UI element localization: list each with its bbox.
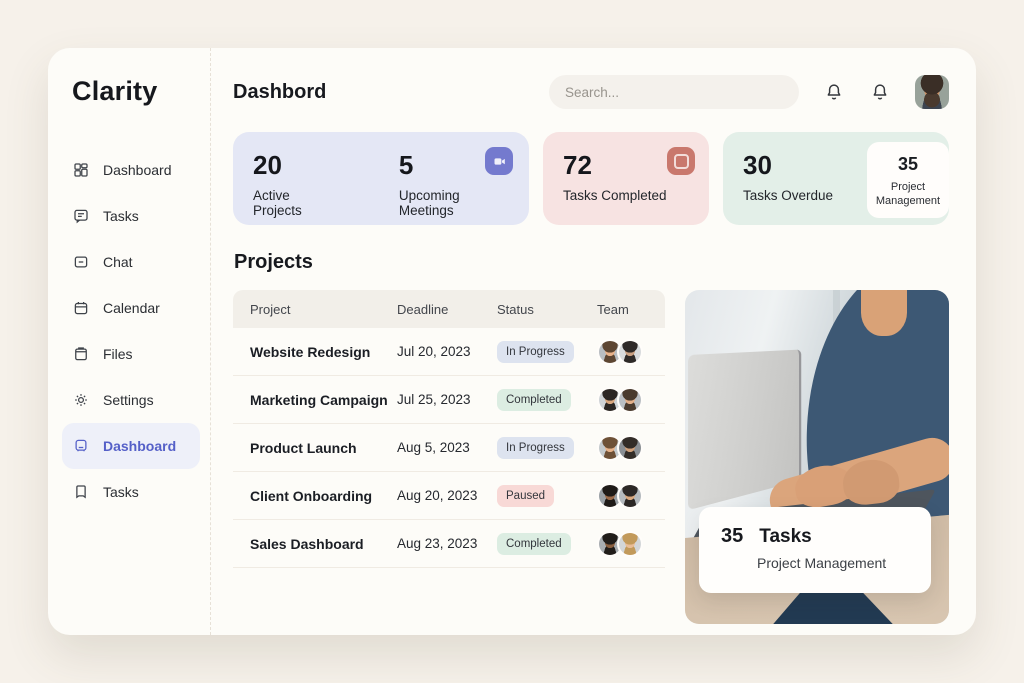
stat-card-projects-meetings: 20 Active Projects 5 Upcoming Meetings: [233, 132, 529, 225]
team-avatar: [617, 482, 643, 509]
sidebar-item-label: Settings: [103, 392, 154, 408]
column-header-project: Project: [250, 301, 291, 317]
sidebar-item-label: Calendar: [103, 300, 160, 316]
app-window: Clarity Dashboard Tasks Chat: [48, 48, 976, 635]
sidebar-nav: Dashboard Tasks Chat Calendar: [62, 147, 200, 515]
notification-bell-icon[interactable]: [823, 81, 845, 103]
workspace-photo: 35 Tasks Project Management: [685, 290, 949, 624]
sidebar: Clarity Dashboard Tasks Chat: [48, 48, 211, 635]
tasks-title: Tasks: [759, 526, 812, 547]
status-badge: In Progress: [497, 436, 574, 459]
page-title: Dashbord: [233, 80, 327, 103]
table-row[interactable]: Website Redesign Jul 20, 2023 In Progres…: [233, 328, 665, 376]
clipboard-icon: [75, 347, 87, 361]
project-name: Sales Dashboard: [250, 535, 364, 552]
stat-value: 30: [743, 150, 772, 180]
app-logo: Clarity: [72, 76, 158, 106]
sidebar-item-dashboard[interactable]: Dashboard: [62, 147, 200, 193]
tasks-overlay-card: 35 Tasks Project Management: [699, 507, 931, 593]
project-deadline: Aug 5, 2023: [397, 440, 470, 455]
laptop-icon: [75, 439, 87, 452]
stat-card-tasks-overdue: 30 Tasks Overdue 35 Project Management: [723, 132, 949, 225]
column-header-team: Team: [597, 301, 629, 317]
status-badge: Completed: [497, 532, 571, 555]
team-avatar: [597, 434, 623, 461]
team-avatar: [617, 434, 643, 461]
sidebar-item-label: Dashboard: [103, 438, 177, 454]
project-deadline: Aug 23, 2023: [397, 536, 478, 551]
sidebar-item-label: Tasks: [103, 484, 139, 500]
tasks-count: 35: [721, 525, 744, 547]
sidebar-item-label: Chat: [103, 254, 133, 270]
stop-square-icon: [667, 147, 695, 175]
subcard-label: Project Management: [875, 181, 941, 208]
project-name: Website Redesign: [250, 343, 371, 360]
team-avatar: [617, 386, 643, 413]
stat-card-tasks-completed: 72 Tasks Completed: [543, 132, 709, 225]
person-neck-shape: [861, 290, 907, 336]
sidebar-item-label: Tasks: [103, 208, 139, 224]
sidebar-item-calendar[interactable]: Calendar: [62, 285, 200, 331]
status-badge: Completed: [497, 388, 571, 411]
project-deadline: Jul 20, 2023: [397, 344, 471, 359]
column-header-deadline: Deadline: [397, 301, 449, 317]
team-avatar: [617, 530, 643, 557]
projects-heading: Projects: [234, 251, 313, 273]
table-row[interactable]: Sales Dashboard Aug 23, 2023 Completed: [233, 520, 665, 568]
status-badge: Paused: [497, 484, 555, 507]
stat-value: 72: [563, 150, 592, 180]
notification-bell-icon-2[interactable]: [869, 81, 891, 103]
main-content: Dashbord 20 Active Projects: [211, 48, 976, 635]
grid-icon: [74, 163, 88, 177]
table-row[interactable]: Client Onboarding Aug 20, 2023 Paused: [233, 472, 665, 520]
table-row[interactable]: Marketing Campaign Jul 25, 2023 Complete…: [233, 376, 665, 424]
project-deadline: Jul 25, 2023: [397, 392, 471, 407]
sidebar-item-label: Dashboard: [103, 162, 172, 178]
status-badge: In Progress: [497, 340, 574, 363]
team-avatar: [597, 338, 623, 365]
sidebar-item-tasks[interactable]: Tasks: [62, 193, 200, 239]
column-header-status: Status: [497, 301, 534, 317]
video-meeting-icon: [485, 147, 513, 175]
stats-row: 20 Active Projects 5 Upcoming Meetings 7…: [233, 132, 949, 225]
project-deadline: Aug 20, 2023: [397, 488, 478, 503]
chat-icon: [74, 256, 88, 268]
project-name: Product Launch: [250, 439, 357, 456]
project-name: Marketing Campaign: [250, 391, 388, 408]
message-lines-icon: [74, 209, 88, 224]
sidebar-item-chat[interactable]: Chat: [62, 239, 200, 285]
project-management-subcard: 35 Project Management: [867, 142, 949, 218]
sidebar-item-files[interactable]: Files: [62, 331, 200, 377]
stat-label: Tasks Overdue: [743, 188, 834, 203]
team-avatar: [617, 338, 643, 365]
gear-icon: [75, 394, 87, 406]
topbar: Dashbord: [233, 72, 949, 112]
search-input[interactable]: [549, 75, 799, 109]
stat-value: 20: [253, 150, 282, 180]
user-avatar[interactable]: [915, 75, 949, 109]
projects-table: Project Deadline Status Team Website Red…: [233, 290, 665, 624]
sidebar-item-tasks-2[interactable]: Tasks: [62, 469, 200, 515]
project-name: Client Onboarding: [250, 487, 373, 504]
subcard-value: 35: [897, 154, 919, 174]
stat-upcoming-meetings: 5 Upcoming Meetings: [399, 152, 511, 225]
bookmark-icon: [76, 485, 86, 499]
team-avatar: [597, 386, 623, 413]
table-row[interactable]: Product Launch Aug 5, 2023 In Progress: [233, 424, 665, 472]
team-avatar: [597, 482, 623, 509]
tasks-subtitle: Project Management: [757, 555, 887, 571]
stat-value: 5: [398, 150, 414, 180]
sidebar-item-settings[interactable]: Settings: [62, 377, 200, 423]
stat-label: Upcoming Meetings: [398, 188, 460, 218]
stat-active-projects: 20 Active Projects: [253, 152, 337, 225]
stat-label: Tasks Completed: [563, 188, 667, 203]
calendar-icon: [74, 302, 88, 315]
table-header: Project Deadline Status Team: [233, 290, 665, 328]
stat-label: Active Projects: [253, 188, 302, 218]
sidebar-item-dashboard-active[interactable]: Dashboard: [62, 423, 200, 469]
sidebar-item-label: Files: [103, 346, 133, 362]
